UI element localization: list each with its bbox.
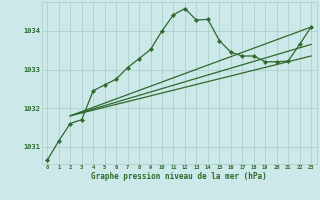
X-axis label: Graphe pression niveau de la mer (hPa): Graphe pression niveau de la mer (hPa) <box>91 172 267 181</box>
